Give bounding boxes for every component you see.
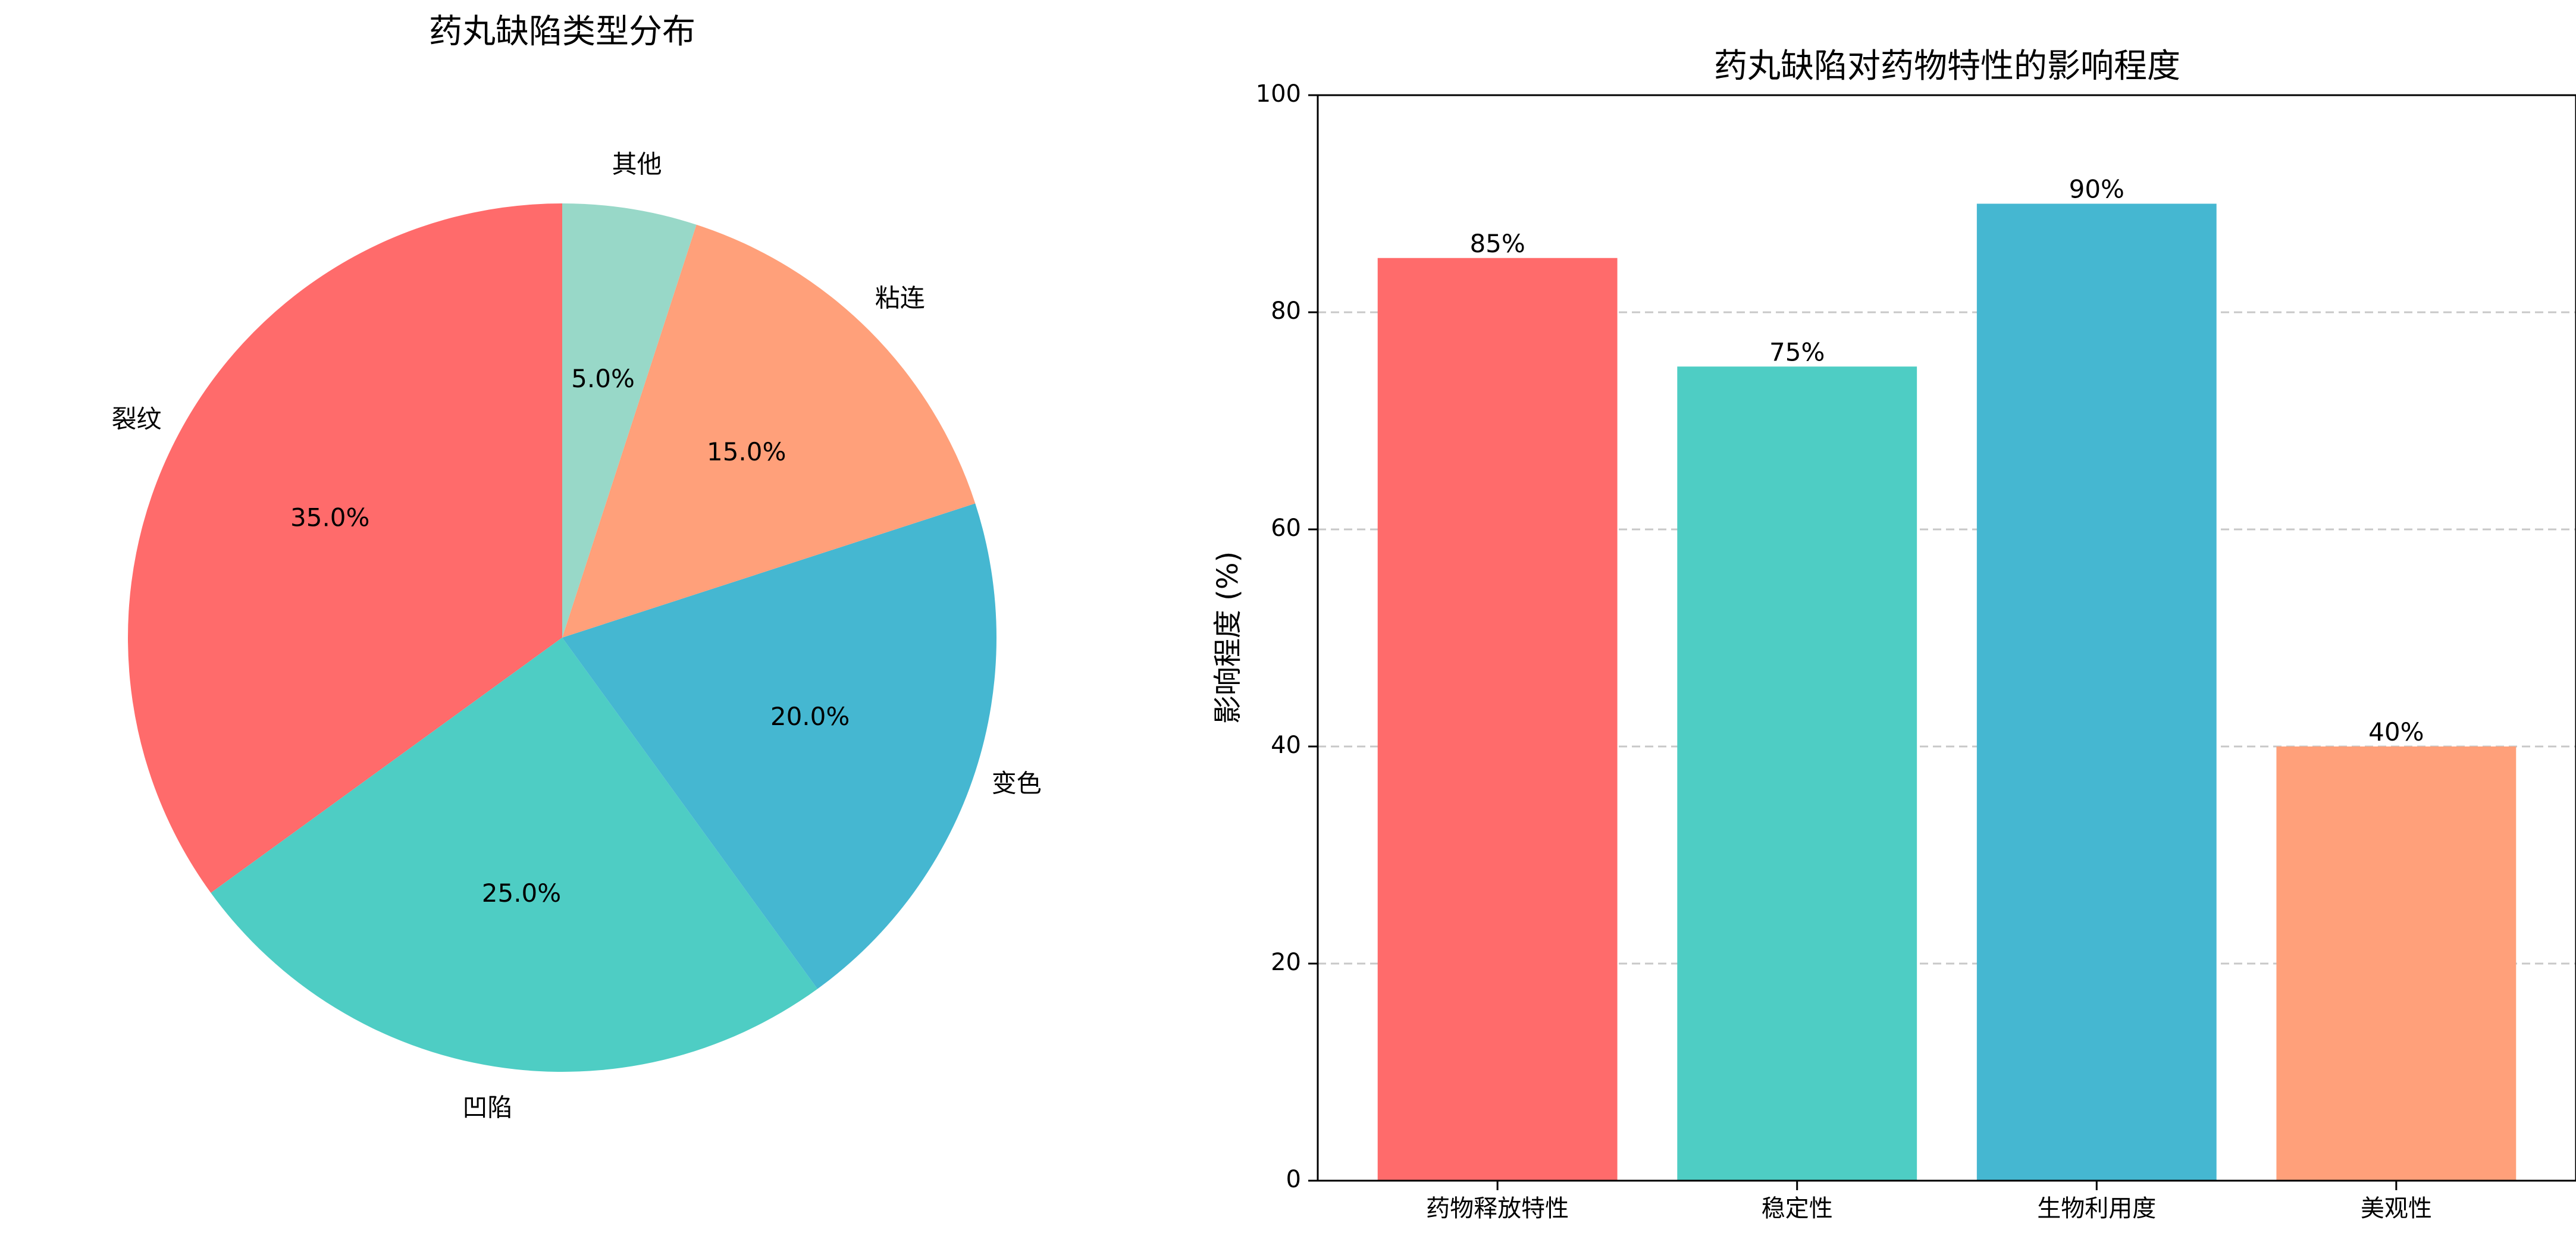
bar-chart: 药丸缺陷对药物特性的影响程度 85% 75% 90% 40% 0 20 40 60 80 100… [1211,47,2576,1222]
bar-plot-frame [1317,94,2576,1182]
pie-title: 药丸缺陷类型分布 [429,12,695,51]
bar-value-label: 40% [2368,717,2424,746]
pie-slice [562,203,697,638]
bar-rect [1377,258,1618,1181]
pie-labels: 裂纹 35.0% 凹陷 25.0% 变色 20.0% 粘连 15.0% 其他 5.0% [112,149,1042,1122]
bar-value-label: 75% [1769,337,1825,366]
pie-percent-label: 15.0% [707,437,786,466]
bar-x-ticks: 药物释放特性 稳定性 生物利用度 美观性 [1426,1181,2432,1222]
pie-category-label: 裂纹 [112,404,162,434]
pie-chart: 药丸缺陷类型分布 裂纹 35.0% 凹陷 25.0% 变色 20.0% 粘连 15.0% 其他 5… [112,12,1042,1122]
bar-x-tick-label: 生物利用度 [2037,1195,2156,1222]
bar-y-ticks: 0 20 40 60 80 100 [1256,80,1318,1193]
bar-x-tick-label: 药物释放特性 [1426,1195,1569,1222]
bar-y-tick-label: 20 [1271,949,1301,976]
pie-category-label: 粘连 [875,284,925,313]
bar-bars: 85% 75% 90% 40% [1377,175,2517,1181]
bar-rect [1677,366,1917,1181]
bar-rect [1976,203,2217,1181]
pie-percent-label: 35.0% [290,503,369,532]
pie-percent-label: 20.0% [770,702,850,731]
bar-rect [2276,746,2517,1181]
pie-slice [128,203,563,893]
bar-y-axis-label: 影响程度 (%) [1211,551,1245,724]
pie-percent-label: 5.0% [571,364,635,393]
bar-y-tick-label: 60 [1271,515,1301,542]
pie-percent-label: 25.0% [482,879,561,908]
bar-y-tick-label: 0 [1286,1166,1301,1193]
bar-y-tick-label: 80 [1271,297,1301,325]
pie-category-label: 变色 [992,769,1042,798]
bar-y-tick-label: 40 [1271,732,1301,759]
bar-value-label: 90% [2069,175,2124,204]
bar-y-tick-label: 100 [1256,80,1301,108]
pie-slices [128,203,996,1072]
bar-title: 药丸缺陷对药物特性的影响程度 [1714,47,2180,86]
pie-slice [211,638,818,1072]
bar-x-tick-label: 美观性 [2361,1195,2432,1222]
bar-x-tick-label: 稳定性 [1762,1195,1833,1222]
pie-category-label: 凹陷 [462,1093,512,1122]
bar-value-label: 85% [1469,229,1525,258]
pie-slice [562,503,996,989]
pie-slice [562,224,976,638]
pie-category-label: 其他 [612,149,662,178]
